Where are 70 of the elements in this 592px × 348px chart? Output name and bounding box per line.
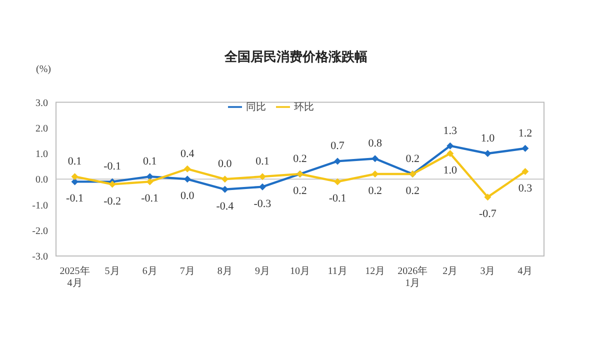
data-label: 0.1 bbox=[68, 156, 82, 168]
y-tick-label: -3.0 bbox=[32, 252, 48, 263]
y-axis-title: (%) bbox=[36, 64, 51, 75]
data-label: 1.0 bbox=[480, 132, 496, 145]
x-tick-label: 2025年 4月 bbox=[60, 265, 90, 289]
y-tick-label: 3.0 bbox=[36, 98, 48, 109]
point bbox=[258, 183, 266, 190]
data-label: 0.7 bbox=[330, 140, 345, 152]
legend-label: 环比 bbox=[294, 102, 314, 113]
point bbox=[146, 178, 154, 186]
point bbox=[484, 194, 492, 201]
x-tick-label: 3月 bbox=[480, 266, 496, 277]
x-tick-label: 6月 bbox=[142, 266, 158, 277]
y-tick-label: 0.0 bbox=[36, 174, 48, 186]
data-label: 0.1 bbox=[256, 156, 270, 168]
point bbox=[184, 165, 191, 172]
y-tick-label: 1.0 bbox=[36, 149, 48, 160]
y-tick-label: 2.0 bbox=[36, 123, 48, 134]
x-tick-label: 4月 bbox=[518, 266, 533, 277]
data-label: 0.2 bbox=[406, 185, 420, 198]
point bbox=[522, 144, 529, 152]
x-tick-label: 2月 bbox=[442, 266, 458, 277]
point bbox=[258, 173, 266, 180]
data-label: -0.1 bbox=[328, 192, 346, 205]
point bbox=[446, 142, 454, 150]
point bbox=[71, 173, 78, 180]
data-label: 1.3 bbox=[443, 124, 458, 137]
data-label: 0.2 bbox=[368, 185, 382, 198]
x-tick-label: 9月 bbox=[254, 266, 270, 277]
point bbox=[146, 173, 154, 180]
point bbox=[71, 178, 78, 186]
data-label: 0.4 bbox=[180, 148, 195, 160]
x-tick-label: 8月 bbox=[217, 266, 232, 277]
x-tick-label: 11月 bbox=[328, 266, 348, 277]
data-label: 0.1 bbox=[142, 156, 157, 168]
x-tick-label: 10月 bbox=[290, 266, 310, 277]
point bbox=[372, 155, 379, 162]
data-label: 0.2 bbox=[293, 185, 307, 198]
chart-title: 全国居民消费价格涨跌幅 bbox=[224, 50, 368, 65]
data-label: 1.2 bbox=[518, 127, 532, 140]
point bbox=[522, 168, 529, 175]
data-label: -0.4 bbox=[216, 200, 234, 212]
legend-label: 同比 bbox=[246, 102, 266, 113]
y-tick-label: -1.0 bbox=[32, 200, 48, 212]
data-label: -0.1 bbox=[104, 160, 122, 173]
x-tick-label: 2026年 1月 bbox=[398, 265, 428, 289]
data-label: -0.7 bbox=[478, 208, 497, 220]
data-label: -0.3 bbox=[254, 198, 272, 210]
data-label: 0.0 bbox=[180, 190, 195, 202]
y-tick-label: -2.0 bbox=[32, 226, 48, 237]
x-tick-label: 12月 bbox=[365, 266, 386, 277]
data-label: 0.2 bbox=[406, 153, 420, 166]
data-label: 0.0 bbox=[218, 158, 232, 170]
point bbox=[446, 150, 454, 158]
point bbox=[221, 176, 228, 183]
data-label: 0.2 bbox=[293, 153, 307, 166]
point bbox=[221, 186, 228, 193]
data-label: -0.1 bbox=[66, 192, 84, 205]
data-label: 1.0 bbox=[443, 164, 458, 177]
point bbox=[334, 158, 342, 165]
x-tick-label: 5月 bbox=[104, 266, 120, 277]
data-label: 0.8 bbox=[368, 138, 382, 150]
data-label: -0.1 bbox=[141, 192, 159, 205]
point bbox=[108, 180, 116, 188]
data-label: 0.3 bbox=[518, 182, 533, 194]
point bbox=[484, 150, 492, 158]
data-label: -0.2 bbox=[104, 195, 122, 208]
point bbox=[184, 176, 191, 183]
x-tick-label: 7月 bbox=[180, 266, 195, 277]
point bbox=[334, 178, 342, 186]
